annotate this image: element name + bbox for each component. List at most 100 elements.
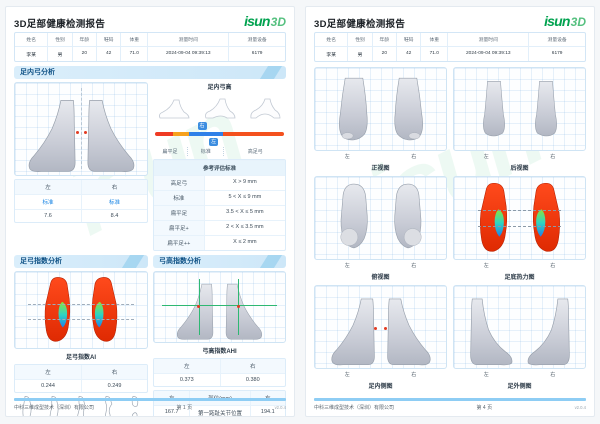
report-page-1: isun 3D足部健康检测报告 isun 3D 姓名 性别 年龄 鞋码 体重 测… [5, 6, 295, 417]
measure-line [477, 225, 562, 227]
foot-top-right-image [393, 183, 421, 249]
section-title: 足弓指数分析 [20, 257, 62, 265]
info-header: 测量设备 [228, 33, 285, 47]
info-header: 测量时间 [447, 33, 528, 47]
page-title: 3D足部健康检测报告 [314, 19, 406, 30]
flat-foot-outline-icon [159, 99, 190, 119]
right-label: 右 [550, 153, 556, 160]
measure-line [28, 303, 134, 305]
footprint-heatmap-left-image [479, 182, 507, 252]
ref-label: 扁平足++ [154, 234, 204, 250]
info-value: 71.0 [120, 46, 148, 61]
center-divider [81, 88, 82, 170]
info-value: 6179 [528, 46, 585, 61]
foot-medial-right-image [87, 99, 134, 172]
measure-line-green [161, 305, 278, 307]
zone-flat-label: 扁平足 [162, 148, 178, 155]
left-status: 标准 [15, 193, 81, 209]
info-header: 鞋码 [95, 33, 120, 47]
page-number: 第 1 页 [176, 405, 193, 411]
section-bar-accent [259, 254, 283, 268]
ahi-right-value: 0.380 [219, 372, 285, 386]
panel-caption: 俯视图 [371, 274, 390, 281]
info-header: 年龄 [71, 33, 96, 47]
heatmap-cell: 左 右 足底热力图 [453, 175, 586, 281]
foot-lateral-left-image [469, 298, 512, 365]
scale-zone-labels: 扁平足 标准 高足弓 [153, 146, 286, 156]
right-label: 右 [411, 371, 417, 378]
inner-arch-result-table: 左 右 标准 标准 7.6 8.4 [14, 178, 148, 223]
scale-segment-flat-plus [155, 131, 174, 136]
version-label: v2.0.4 [274, 405, 286, 410]
ahi-left-value: 0.373 [154, 372, 220, 386]
foot-medial-right-image [386, 298, 431, 365]
section-bar-accent [121, 254, 145, 268]
foot-medial-left-image [330, 298, 375, 365]
lateral-view-cell: 左 右 足外侧图 [453, 284, 586, 390]
page-header: 3D足部健康检测报告 isun 3D [14, 12, 286, 32]
inner-arch-panel [14, 81, 148, 176]
ahi-detail-table: 左 部位(mm) 右 167.7 第一跖趾关节位置 194.1 71.6 足背点… [153, 389, 286, 416]
info-header: 测量时间 [147, 33, 228, 47]
ref-range: 5 < X ≤ 9 mm [203, 189, 285, 205]
info-value: 2024-09-04 09:39:13 [447, 46, 529, 61]
scale-title: 足内弓高 [207, 84, 232, 91]
col-right-label: 右 [81, 364, 147, 379]
section-bar-inner-arch: 足内弓分析 [14, 65, 286, 79]
ahi-result-table: 左 右 0.373 0.380 [153, 357, 286, 387]
info-value: 71.0 [420, 46, 448, 61]
measure-dot [75, 130, 79, 134]
ahi-panel [153, 270, 286, 343]
footer-accent-bar [14, 398, 286, 401]
patient-info-table: 姓名 性别 年龄 鞋码 体重 测量时间 测量设备 李某 男 20 42 71.0… [314, 32, 586, 62]
zone-high-label: 高足弓 [247, 148, 263, 155]
info-header: 鞋码 [395, 33, 420, 47]
left-label: 左 [483, 262, 489, 269]
info-value: 男 [347, 46, 372, 61]
footprint-heatmap-left-image [44, 276, 71, 342]
footprint-type-3-icon [77, 396, 86, 416]
foot-lateral-right-image [527, 298, 570, 365]
ref-range: X ≤ 2 mm [203, 234, 285, 250]
detail-right-value: 194.1 [249, 404, 285, 416]
left-label: 左 [483, 153, 489, 160]
page-title: 3D足部健康检测报告 [14, 19, 106, 30]
reference-title: 参考评估标准 [154, 159, 285, 175]
footprint-type-2-icon [49, 396, 59, 416]
scale-segment-flat [173, 131, 189, 136]
back-view-cell: 左 右 后视图 [453, 66, 586, 172]
left-label: 左 [344, 262, 350, 269]
zone-normal-label: 标准 [187, 146, 225, 156]
right-value: 8.4 [81, 208, 147, 222]
info-header: 性别 [47, 33, 71, 47]
top-view-panel [314, 175, 447, 260]
medial-view-panel [314, 284, 447, 369]
measure-line [28, 318, 134, 320]
foot-medial-right-image [225, 283, 263, 340]
isun-logo: isun 3D [244, 12, 286, 29]
info-value: 2024-09-04 09:39:13 [147, 46, 229, 61]
footprint-heatmap-right-image [532, 182, 560, 252]
scale-segment-high [223, 131, 284, 136]
left-foot-marker: 左 [209, 137, 219, 146]
lateral-view-panel [453, 284, 586, 369]
foot-back-right-image [534, 80, 557, 137]
detail-left-value: 167.7 [154, 404, 190, 416]
info-header: 性别 [347, 33, 371, 47]
info-header: 体重 [420, 33, 447, 47]
info-header: 年龄 [371, 33, 396, 47]
ai-left-value: 0.244 [15, 378, 81, 392]
patient-info-table: 姓名 性别 年龄 鞋码 体重 测量时间 测量设备 李某 男 20 42 71.0… [14, 32, 286, 62]
left-label: 左 [344, 371, 350, 378]
ahi-caption: 弓高指数AHI [202, 348, 237, 355]
right-foot-marker: 右 [197, 121, 207, 130]
right-label: 右 [411, 262, 417, 269]
section-bar-ahi: 弓高指数分析 [153, 254, 286, 268]
section-title: 足内弓分析 [20, 68, 55, 76]
left-label: 左 [483, 371, 489, 378]
page-header: 3D足部健康检测报告 isun 3D [314, 12, 586, 32]
report-page-4: isun 3D足部健康检测报告 isun 3D 姓名 性别 年龄 鞋码 体重 测… [305, 6, 595, 417]
col-left-label: 左 [154, 358, 220, 373]
logo-text: isun [244, 13, 270, 29]
